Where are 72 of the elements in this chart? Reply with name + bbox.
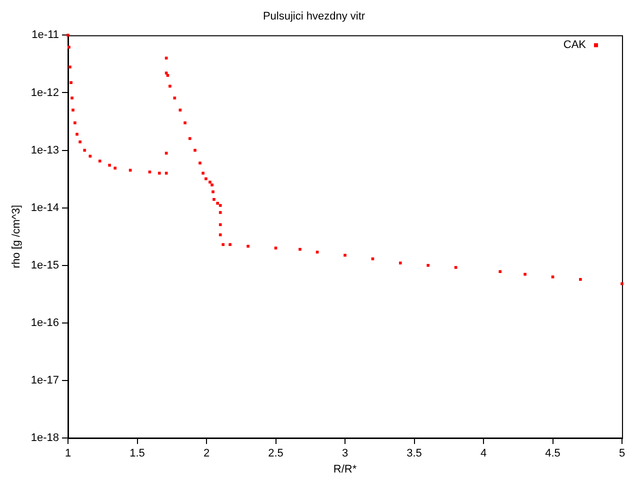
point	[66, 34, 70, 37]
point	[398, 262, 402, 264]
point	[344, 254, 346, 257]
point	[202, 172, 204, 175]
y-tick-label: 1e-15	[30, 259, 59, 272]
point	[208, 180, 212, 184]
point	[551, 276, 554, 278]
point	[218, 211, 222, 214]
point	[70, 81, 72, 84]
point	[72, 108, 74, 112]
point	[216, 202, 219, 205]
point	[83, 148, 86, 152]
point	[68, 66, 72, 68]
point	[498, 270, 502, 273]
point	[173, 96, 176, 100]
x-axis-title: R/R*	[333, 463, 358, 476]
point	[166, 74, 170, 77]
point	[620, 282, 624, 286]
point	[168, 84, 172, 88]
point	[74, 121, 76, 124]
point	[68, 46, 70, 49]
point	[579, 278, 582, 281]
point	[218, 204, 222, 207]
x-tick-label: 1	[64, 448, 72, 460]
y-tick-label: 1e-11	[32, 29, 59, 42]
point	[274, 246, 278, 250]
point	[148, 170, 152, 174]
point	[218, 223, 222, 226]
x-tick-label: 5	[618, 448, 626, 460]
x-tick-label: 4.5	[545, 448, 560, 460]
y-tick-label: 1e-17	[30, 374, 59, 386]
point	[204, 177, 208, 180]
point	[210, 184, 214, 186]
point	[88, 154, 92, 158]
point	[218, 233, 222, 236]
point	[212, 198, 216, 201]
point	[222, 243, 225, 246]
y-tick-label: 1e-14	[30, 202, 59, 214]
point	[228, 243, 232, 246]
point	[524, 272, 526, 276]
point	[158, 172, 161, 175]
point	[212, 190, 214, 194]
y-axis-title: rho [g /cm^3]	[10, 204, 23, 268]
point	[98, 160, 102, 162]
point	[178, 108, 182, 112]
point	[198, 162, 202, 164]
legend-label: CAK	[563, 39, 587, 52]
point	[246, 244, 250, 248]
point	[426, 264, 430, 267]
point	[108, 164, 111, 167]
x-tick-label: 1.5	[130, 448, 145, 460]
y-tick-label: 1e-13	[30, 144, 59, 156]
point	[114, 166, 117, 170]
x-tick-label: 3	[342, 448, 348, 460]
x-tick-label: 2.5	[268, 448, 284, 460]
point	[454, 266, 458, 269]
y-tick-label: 1e-18	[30, 432, 59, 444]
x-tick-label: 4	[480, 448, 487, 460]
x-tick-label: 3.5	[406, 448, 422, 460]
point	[164, 56, 168, 60]
point	[76, 132, 78, 136]
point	[298, 248, 302, 251]
x-tick-label: 2	[203, 448, 210, 460]
y-tick-label: 1e-12	[30, 86, 59, 99]
y-tick-label: 1e-16	[30, 316, 59, 329]
chart-title: Pulsujici hvezdny vitr	[262, 10, 366, 23]
point	[194, 148, 196, 152]
point	[188, 137, 192, 140]
point	[70, 96, 74, 100]
point	[316, 250, 319, 254]
point	[78, 140, 82, 144]
point	[184, 121, 186, 124]
